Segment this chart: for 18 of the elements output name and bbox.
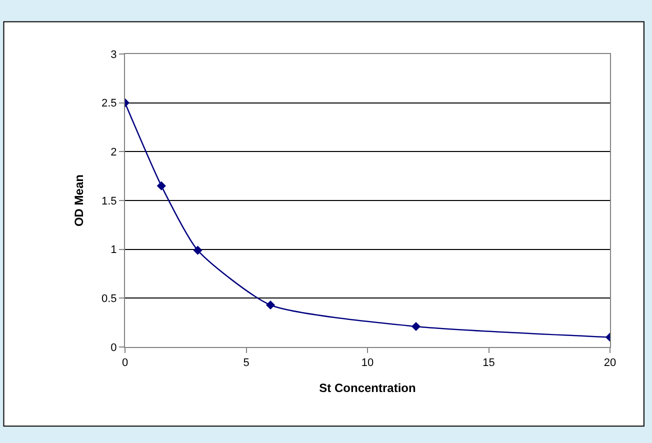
point bbox=[156, 181, 166, 190]
x-axis-title: St Concentration bbox=[319, 381, 416, 396]
y-tick-label: 0 bbox=[110, 342, 117, 354]
x-tick-label: 0 bbox=[122, 357, 128, 370]
x-tick-label: 15 bbox=[482, 357, 495, 370]
point bbox=[266, 300, 276, 310]
y-tick-label: 2.5 bbox=[102, 98, 117, 110]
x-tick-label: 5 bbox=[243, 357, 250, 370]
point bbox=[411, 322, 421, 332]
y-tick-label: 1.5 bbox=[102, 195, 117, 208]
x-tick-label: 10 bbox=[361, 357, 374, 370]
y-tick-label: 2 bbox=[110, 146, 117, 159]
x-tick-label: 20 bbox=[604, 357, 616, 370]
y-tick-label: 1 bbox=[110, 244, 117, 256]
y-tick-label: 0.5 bbox=[102, 293, 117, 306]
y-tick-label: 3 bbox=[110, 48, 117, 61]
y-axis-title: OD Mean bbox=[72, 174, 86, 227]
point bbox=[193, 246, 202, 255]
